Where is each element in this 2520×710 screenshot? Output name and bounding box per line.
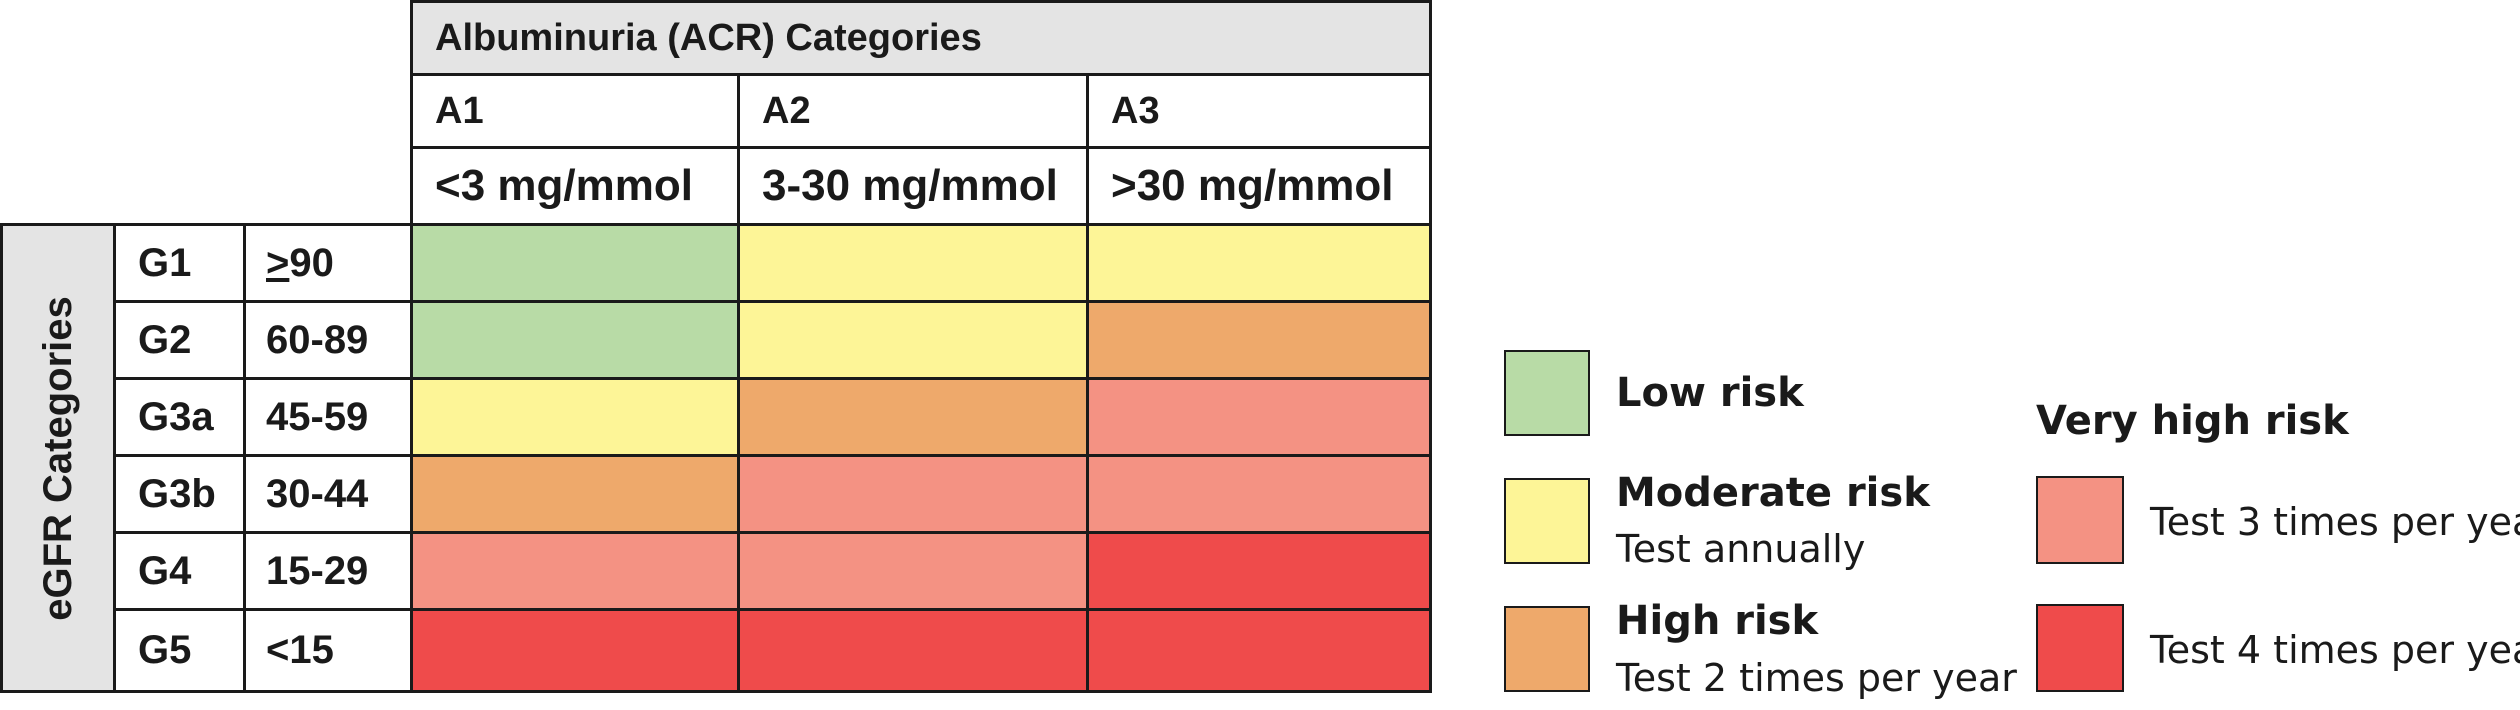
legend-high-title: High risk bbox=[1616, 598, 1819, 644]
legend-very-high-title: Very high risk bbox=[2036, 398, 2349, 444]
row-range-g3b: 30-44 bbox=[243, 454, 413, 534]
row-range-g1: >90 bbox=[243, 223, 413, 303]
row-range-g4: 15-29 bbox=[243, 531, 413, 611]
legend-moderate-sub: Test annually bbox=[1616, 527, 1866, 571]
egfr-categories-label: eGFR Categories bbox=[0, 223, 116, 693]
column-code-a1: A1 bbox=[410, 73, 740, 149]
risk-cell-g4-a2 bbox=[737, 531, 1089, 611]
risk-cell-g2-a3 bbox=[1086, 300, 1432, 380]
risk-cell-g3a-a3 bbox=[1086, 377, 1432, 457]
legend-swatch-high bbox=[1504, 606, 1590, 692]
column-range-a1: <3 mg/mmol bbox=[410, 146, 740, 226]
risk-cell-g3a-a2 bbox=[737, 377, 1089, 457]
egfr-categories-text: eGFR Categories bbox=[35, 295, 80, 621]
albuminuria-header: Albuminuria (ACR) Categories bbox=[410, 0, 1432, 76]
legend-swatch-moderate bbox=[1504, 478, 1590, 564]
legend-moderate-title: Moderate risk bbox=[1616, 470, 1930, 516]
risk-cell-g3a-a1 bbox=[410, 377, 740, 457]
column-code-a3: A3 bbox=[1086, 73, 1432, 149]
risk-cell-g2-a2 bbox=[737, 300, 1089, 380]
column-code-a2: A2 bbox=[737, 73, 1089, 149]
risk-cell-g1-a2 bbox=[737, 223, 1089, 303]
range-value: 90 bbox=[289, 240, 334, 285]
row-code-g4: G4 bbox=[113, 531, 246, 611]
row-code-g5: G5 bbox=[113, 608, 246, 693]
row-code-g3a: G3a bbox=[113, 377, 246, 457]
row-code-g2: G2 bbox=[113, 300, 246, 380]
row-code-g3b: G3b bbox=[113, 454, 246, 534]
risk-cell-g4-a1 bbox=[410, 531, 740, 611]
row-range-g5: <15 bbox=[243, 608, 413, 693]
legend-low-title: Low risk bbox=[1616, 370, 1804, 416]
risk-cell-g5-a1 bbox=[410, 608, 740, 693]
column-range-a2: 3-30 mg/mmol bbox=[737, 146, 1089, 226]
legend-swatch-low bbox=[1504, 350, 1590, 436]
legend-very-high-3-sub: Test 3 times per year bbox=[2150, 500, 2520, 544]
risk-cell-g3b-a2 bbox=[737, 454, 1089, 534]
risk-cell-g5-a3 bbox=[1086, 608, 1432, 693]
risk-cell-g3b-a3 bbox=[1086, 454, 1432, 534]
risk-cell-g5-a2 bbox=[737, 608, 1089, 693]
row-range-g3a: 45-59 bbox=[243, 377, 413, 457]
risk-cell-g4-a3 bbox=[1086, 531, 1432, 611]
risk-cell-g3b-a1 bbox=[410, 454, 740, 534]
row-code-g1: G1 bbox=[113, 223, 246, 303]
legend-swatch-very-high-3 bbox=[2036, 476, 2124, 564]
legend-high-sub: Test 2 times per year bbox=[1616, 656, 2017, 700]
risk-cell-g1-a1 bbox=[410, 223, 740, 303]
legend-swatch-very-high-4 bbox=[2036, 604, 2124, 692]
risk-cell-g2-a1 bbox=[410, 300, 740, 380]
legend-very-high-4-sub: Test 4 times per year bbox=[2150, 628, 2520, 672]
range-prefix-ge: > bbox=[266, 240, 290, 285]
risk-cell-g1-a3 bbox=[1086, 223, 1432, 303]
row-range-g2: 60-89 bbox=[243, 300, 413, 380]
column-range-a3: >30 mg/mmol bbox=[1086, 146, 1432, 226]
